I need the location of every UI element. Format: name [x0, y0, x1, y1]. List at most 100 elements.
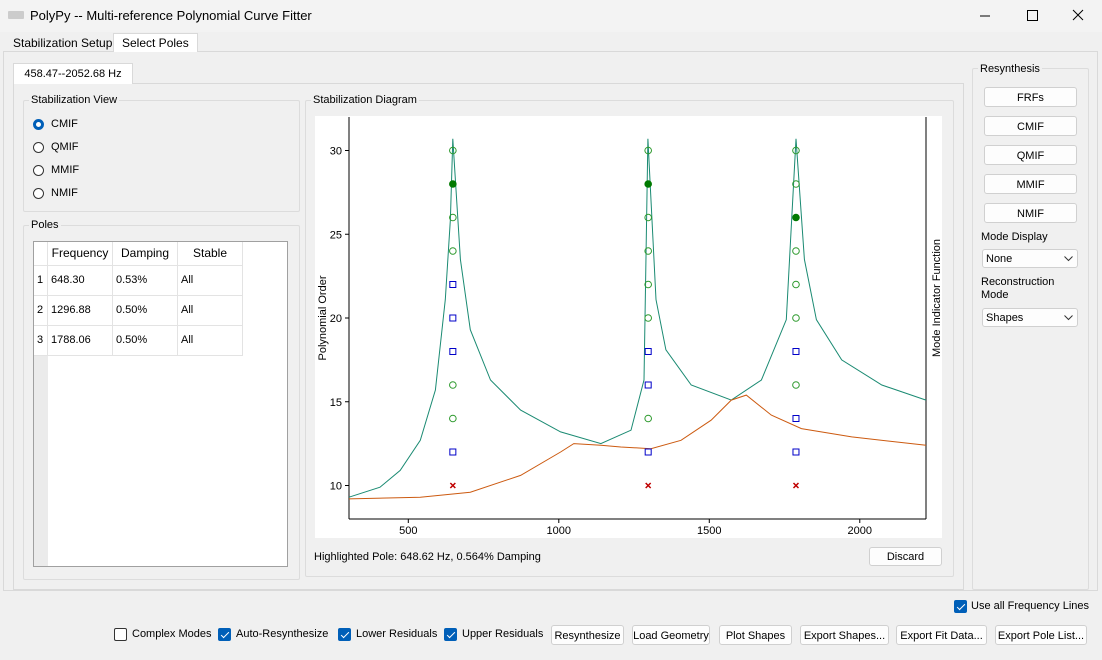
column-header: Damping — [113, 242, 178, 266]
freq-stable-pole — [449, 348, 457, 355]
checkbox[interactable] — [954, 600, 967, 613]
stable-pole — [449, 414, 457, 423]
radio[interactable] — [33, 165, 44, 176]
sub-panel — [13, 83, 964, 590]
button[interactable]: FRFs — [984, 87, 1077, 107]
tab[interactable]: Stabilization Setup — [13, 36, 113, 50]
stable-pole — [644, 280, 652, 289]
combo-box[interactable]: Shapes — [982, 308, 1078, 327]
unstable-pole — [449, 482, 456, 489]
table-cell[interactable]: 1296.88 — [48, 296, 113, 326]
row-number: 2 — [34, 296, 48, 326]
freq-stable-pole — [644, 448, 652, 456]
stable-pole — [449, 213, 457, 222]
x-tick-label: 2000 — [848, 525, 872, 537]
freq-stable-pole — [792, 448, 800, 456]
y-axis-label: Polynomial Order — [317, 275, 329, 360]
group-box — [305, 100, 954, 577]
button[interactable]: Plot Shapes — [719, 625, 792, 645]
unstable-pole — [792, 482, 800, 489]
stable-pole — [644, 414, 652, 423]
button[interactable]: Resynthesize — [551, 625, 624, 645]
stabilization-chart[interactable]: 500 1000 1500 2000 10 15 20 25 30 Polynomial Orde… — [315, 116, 942, 538]
highlighted-pole: Highlighted Pole: 648.62 Hz, 0.564% Damp… — [314, 551, 541, 563]
button[interactable]: Export Fit Data... — [896, 625, 987, 645]
radio[interactable] — [33, 119, 44, 130]
radio-label[interactable]: CMIF — [51, 118, 78, 130]
combo-value: None — [986, 253, 1013, 265]
stable-pole — [644, 146, 652, 155]
x-tick-label: 1500 — [697, 525, 721, 537]
checkbox-label[interactable]: Complex Modes — [132, 628, 212, 640]
radio-label[interactable]: NMIF — [51, 187, 78, 199]
button[interactable]: MMIF — [984, 174, 1077, 194]
checkbox[interactable] — [114, 628, 127, 641]
table-cell[interactable]: 1788.06 — [48, 326, 113, 356]
freq-stable-pole — [449, 281, 457, 288]
freq-stable-pole — [792, 415, 800, 422]
mif-curve — [348, 394, 927, 500]
stable-pole — [449, 247, 457, 255]
column-header: Stable — [178, 242, 243, 266]
checkbox[interactable] — [338, 628, 351, 641]
checkbox-label[interactable]: Upper Residuals — [462, 628, 544, 640]
y-tick-label: 15 — [330, 397, 342, 409]
stable-pole — [792, 381, 800, 389]
y-tick-label: 20 — [330, 313, 342, 325]
row-number: 3 — [34, 326, 48, 356]
table-cell[interactable]: 648.30 — [48, 266, 113, 296]
column-header: Frequency — [48, 242, 113, 266]
table-cell[interactable]: 0.50% — [113, 326, 178, 356]
group-title: Resynthesis — [978, 63, 1042, 75]
stable-pole — [644, 213, 652, 222]
radio-label[interactable]: MMIF — [51, 164, 80, 176]
y2-axis-label: Mode Indicator Function — [931, 239, 942, 357]
checkbox-label[interactable]: Use all Frequency Lines — [971, 600, 1090, 612]
freq-stable-pole — [449, 314, 457, 322]
table-cell[interactable]: 0.53% — [113, 266, 178, 296]
selected-pole — [644, 180, 652, 188]
checkbox-label[interactable]: Auto-Resynthesize — [236, 628, 329, 640]
window-title: PolyPy -- Multi-reference Polynomial Cur… — [30, 8, 312, 23]
checkbox[interactable] — [218, 628, 231, 641]
close[interactable] — [1072, 9, 1084, 21]
maximize[interactable] — [1027, 10, 1038, 21]
header-corner — [34, 242, 48, 266]
checkbox[interactable] — [444, 628, 457, 641]
chevron — [1064, 315, 1073, 321]
row-number: 1 — [34, 266, 48, 296]
button[interactable]: Load Geometry — [632, 625, 710, 645]
tab[interactable]: Select Poles — [113, 33, 198, 52]
freq-stable-pole — [644, 348, 652, 355]
checkbox-label[interactable]: Lower Residuals — [356, 628, 438, 640]
x-tick-label: 500 — [399, 525, 417, 537]
freq-stable-pole — [449, 448, 457, 456]
button[interactable]: Export Shapes... — [800, 625, 889, 645]
radio-label[interactable]: QMIF — [51, 141, 79, 153]
stable-pole — [644, 247, 652, 255]
button[interactable]: CMIF — [984, 116, 1077, 136]
group-box — [23, 225, 300, 580]
window-controls[interactable] — [970, 6, 1090, 26]
table-cell[interactable]: All — [178, 326, 243, 356]
y-tick-label: 10 — [330, 481, 342, 493]
button[interactable]: QMIF — [984, 145, 1077, 165]
group-box — [23, 100, 300, 212]
table-cell[interactable]: 0.50% — [113, 296, 178, 326]
radio[interactable] — [33, 142, 44, 153]
label: Reconstruction Mode — [981, 276, 1055, 301]
stable-pole — [449, 146, 457, 155]
table-cell[interactable]: All — [178, 296, 243, 326]
combo-box[interactable]: None — [982, 249, 1078, 268]
group-title: Poles — [29, 219, 61, 231]
button[interactable]: Export Pole List... — [995, 625, 1087, 645]
selected-pole — [449, 180, 457, 188]
poles-table: Frequency Damping Stable 1 648.30 0.53% All 2 12… — [33, 241, 288, 567]
discard-button[interactable]: Discard — [869, 547, 942, 566]
selected-pole — [792, 213, 800, 222]
table-cell[interactable]: All — [178, 266, 243, 296]
button[interactable]: NMIF — [984, 203, 1077, 223]
range-tab[interactable]: 458.47--2052.68 Hz — [13, 63, 133, 84]
app-icon — [8, 11, 24, 19]
radio[interactable] — [33, 188, 44, 199]
